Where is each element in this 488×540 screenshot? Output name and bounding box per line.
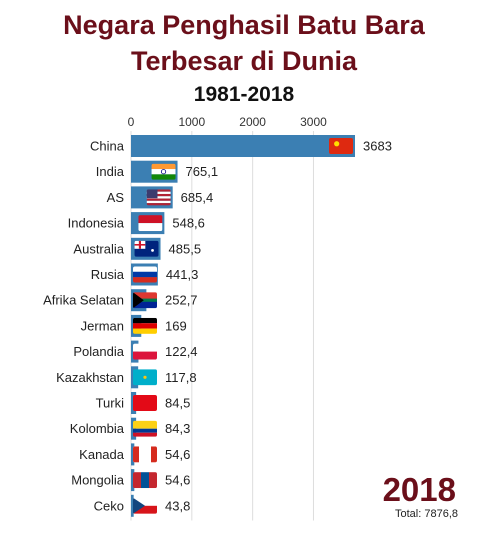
bar [131, 469, 135, 492]
bar-row: Rusia 441,3 [91, 263, 199, 286]
value-label: 765,1 [186, 164, 219, 179]
category-label: Ceko [94, 498, 124, 513]
value-label: 548,6 [172, 216, 205, 231]
value-label: 54,6 [165, 447, 190, 462]
value-label: 117,8 [165, 370, 197, 385]
australia-flag-icon [134, 240, 159, 257]
value-label: 441,3 [166, 267, 199, 282]
year-label: 2018 [382, 471, 456, 508]
total-label: Total: 7876,8 [395, 508, 458, 520]
chart-title-line2: Terbesar di Dunia [130, 46, 358, 76]
bar-row: Polandia 122,4 [73, 340, 198, 363]
value-label: 685,4 [181, 190, 214, 205]
turkey-flag-icon [133, 395, 157, 411]
x-tick-label: 2000 [239, 115, 266, 129]
india-flag-icon [151, 163, 176, 180]
south-africa-flag-icon [133, 292, 157, 309]
category-label: Australia [73, 241, 124, 256]
bar-row: AS 685,4 [107, 186, 214, 209]
x-tick-label: 0 [128, 115, 135, 129]
x-tick-label: 1000 [178, 115, 205, 129]
mongolia-flag-icon [133, 472, 157, 489]
value-label: 169 [165, 318, 187, 333]
bar-row: Ceko 43,8 [94, 494, 190, 517]
value-label: 84,5 [165, 396, 190, 411]
value-label: 84,3 [165, 421, 190, 436]
bar-row: Kolombia 84,3 [70, 417, 190, 440]
russia-flag-icon [133, 266, 157, 283]
category-label: Polandia [73, 344, 124, 359]
china-flag-icon [329, 138, 353, 154]
value-label: 252,7 [165, 293, 198, 308]
value-label: 43,8 [165, 498, 190, 513]
category-label: AS [107, 190, 125, 205]
value-label: 54,6 [165, 473, 190, 488]
value-label: 122,4 [165, 344, 198, 359]
colombia-flag-icon [133, 420, 157, 437]
bar [131, 443, 135, 466]
x-tick-label: 3000 [300, 115, 327, 129]
bar-row: China 3683 [90, 135, 392, 157]
category-label: Indonesia [68, 216, 125, 231]
bar-row: Afrika Selatan 252,7 [43, 289, 198, 312]
category-label: Kanada [79, 447, 125, 462]
bar-row: Indonesia 548,6 [68, 212, 205, 235]
category-label: Kolombia [70, 421, 125, 436]
bar-row: Australia 485,5 [73, 237, 202, 260]
bar-row: India 765,1 [96, 160, 219, 183]
chart-subtitle: 1981-2018 [193, 83, 295, 106]
bar-row: Mongolia 54,6 [71, 469, 190, 492]
category-label: Rusia [91, 267, 125, 282]
category-label: India [96, 164, 125, 179]
bar-row: Kanada 54,6 [79, 443, 190, 466]
czech-flag-icon [133, 497, 157, 514]
indonesia-flag-icon [138, 215, 163, 232]
category-label: Jerman [81, 318, 124, 333]
category-label: Afrika Selatan [43, 293, 124, 308]
category-label: Mongolia [71, 473, 125, 488]
category-label: Turki [96, 396, 125, 411]
bar [131, 135, 355, 157]
bar [131, 494, 134, 517]
bar-row: Jerman 169 [81, 314, 187, 337]
usa-flag-icon [146, 189, 171, 206]
kazakhstan-flag-icon [133, 369, 157, 386]
chart-title-line1: Negara Penghasil Batu Bara [63, 10, 425, 40]
value-label: 485,5 [169, 241, 202, 256]
canada-flag-icon [133, 446, 157, 463]
value-label: 3683 [363, 139, 392, 154]
category-label: Kazakhstan [56, 370, 124, 385]
bar-row: Kazakhstan 117,8 [56, 366, 197, 389]
poland-flag-icon [133, 343, 157, 360]
germany-flag-icon [133, 317, 157, 334]
category-label: China [90, 139, 125, 154]
bar-row: Turki 84,5 [96, 392, 190, 414]
